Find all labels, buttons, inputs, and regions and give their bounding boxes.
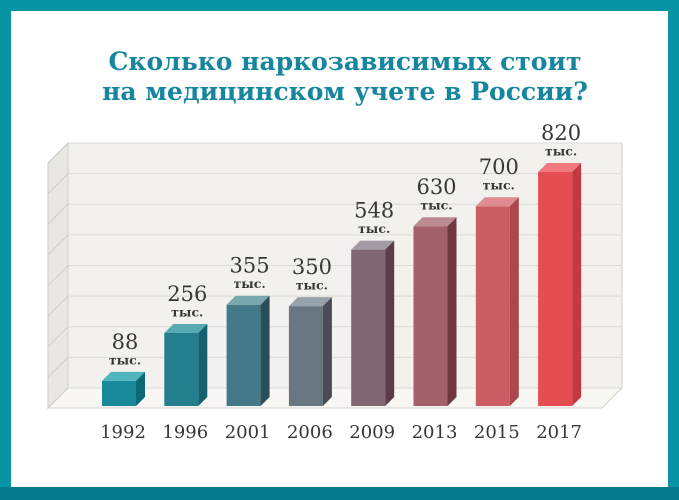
year-label: 2006: [287, 422, 333, 443]
year-label: 1996: [162, 422, 208, 443]
chart-title: Сколько наркозависимых стоит на медицинс…: [11, 47, 679, 107]
wall-gridline: [47, 357, 69, 378]
bar-value-label: 88: [112, 330, 139, 354]
bar-top-face: [226, 295, 270, 305]
bar-unit-label: тыс.: [358, 221, 390, 236]
bar-top-face: [351, 240, 395, 250]
bar-value-label: 700: [479, 155, 519, 179]
wall-gridline: [47, 387, 69, 409]
bar-unit-label: тыс.: [109, 352, 141, 367]
wall-gridline: [47, 295, 69, 317]
bar-side-face: [198, 323, 208, 406]
year-label: 1992: [100, 422, 146, 443]
bar-value-label: 630: [416, 175, 456, 199]
bar-front-face: [538, 172, 573, 406]
bar-top-face: [475, 197, 519, 207]
bar-side-face: [260, 295, 270, 406]
bar-value-label: 350: [292, 255, 332, 279]
bar-unit-label: тыс.: [420, 198, 452, 213]
wall-gridline: [47, 142, 69, 164]
year-label: 2015: [474, 422, 520, 443]
bar-value-label: 820: [541, 121, 581, 145]
bar-group-2009: [351, 240, 395, 406]
year-label: 2013: [412, 422, 458, 443]
bar-side-face: [385, 240, 395, 406]
bar-front-face: [164, 332, 199, 406]
bar-group-2015: [475, 197, 519, 406]
bar-front-face: [102, 380, 136, 406]
year-label: 2009: [349, 422, 395, 443]
bar-top-face: [164, 323, 208, 333]
wall-gridline: [47, 173, 69, 194]
bar-unit-label: тыс.: [171, 304, 203, 319]
bar-top-face: [413, 217, 457, 227]
bar-unit-label: тыс.: [296, 278, 328, 293]
bar-front-face: [288, 306, 323, 406]
bar-group-2017: [538, 163, 582, 406]
wall-gridline: [47, 234, 69, 256]
bar-group-2001: [226, 295, 270, 406]
bar-group-2006: [288, 297, 332, 406]
wall-gridline: [47, 265, 69, 286]
bar-side-face: [509, 197, 519, 406]
bar-value-label: 256: [167, 282, 207, 306]
year-label: 2017: [536, 422, 582, 443]
bar-unit-label: тыс.: [483, 178, 515, 193]
bar-top-face: [102, 371, 145, 381]
chart-title-line2: на медицинском учете в России?: [102, 77, 588, 106]
bar-side-face: [136, 371, 145, 406]
bar-front-face: [475, 206, 510, 406]
bar-side-face: [322, 297, 332, 406]
bar-front-face: [226, 304, 261, 406]
bar-group-1996: [164, 323, 208, 406]
year-label: 2001: [225, 422, 271, 443]
bar-group-1992: [102, 371, 145, 406]
bar-value-label: 548: [354, 199, 394, 223]
wall-gridline: [47, 203, 69, 225]
chart-title-line1: Сколько наркозависимых стоит: [108, 47, 582, 76]
bar-unit-label: тыс.: [233, 276, 265, 291]
bar-value-label: 355: [230, 254, 270, 278]
bar-top-face: [288, 297, 332, 307]
wall-gridline: [47, 326, 69, 348]
bar-front-face: [351, 249, 386, 406]
frame-bottom-edge: [0, 487, 679, 500]
bar-side-face: [572, 163, 582, 406]
bar-unit-label: тыс.: [545, 144, 577, 159]
bar-group-2013: [413, 217, 457, 406]
bar-front-face: [413, 226, 448, 406]
bar-side-face: [447, 217, 457, 406]
bar-top-face: [538, 163, 582, 172]
